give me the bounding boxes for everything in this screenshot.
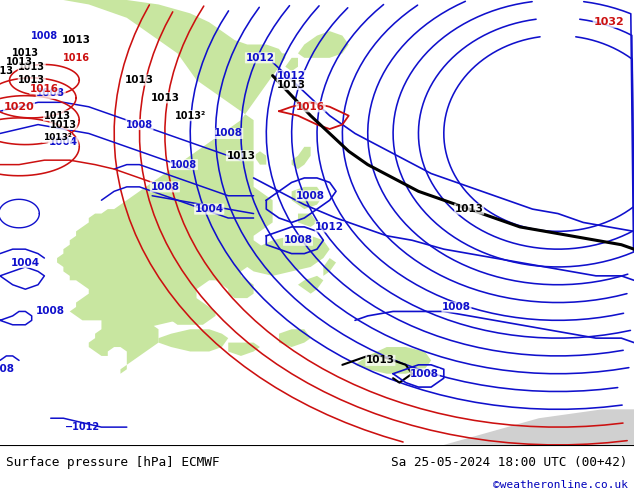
Polygon shape [298, 276, 323, 294]
Text: 1013: 1013 [277, 79, 306, 90]
Text: 1016: 1016 [63, 53, 89, 63]
Text: Sa 25-05-2024 18:00 UTC (00+42): Sa 25-05-2024 18:00 UTC (00+42) [391, 457, 628, 469]
Text: 1012: 1012 [245, 53, 275, 63]
Text: 1013: 1013 [18, 75, 45, 85]
Polygon shape [285, 58, 298, 71]
Text: 1004: 1004 [11, 258, 40, 268]
Text: 1013²: 1013² [42, 133, 72, 143]
Text: 1008: 1008 [442, 302, 471, 312]
Text: 1008: 1008 [150, 182, 179, 192]
Polygon shape [279, 329, 311, 347]
Text: 1008: 1008 [410, 369, 439, 379]
Polygon shape [228, 343, 260, 356]
Text: 1013: 1013 [150, 93, 179, 103]
Text: 1013: 1013 [455, 204, 484, 214]
Text: 1012: 1012 [315, 222, 344, 232]
Text: 1008: 1008 [283, 235, 313, 245]
Text: 1008: 1008 [36, 88, 65, 98]
Text: 1020: 1020 [4, 102, 34, 112]
Polygon shape [254, 151, 266, 165]
Polygon shape [241, 236, 330, 276]
Text: 1013: 1013 [6, 57, 32, 67]
Polygon shape [323, 258, 336, 276]
Text: 1008: 1008 [0, 364, 15, 374]
Text: Surface pressure [hPa] ECMWF: Surface pressure [hPa] ECMWF [6, 457, 220, 469]
Text: ©weatheronline.co.uk: ©weatheronline.co.uk [493, 480, 628, 490]
Polygon shape [292, 187, 323, 209]
Text: 1013: 1013 [125, 75, 154, 85]
Text: 1004: 1004 [195, 204, 224, 214]
Text: 1013²: 1013² [174, 111, 206, 121]
Polygon shape [260, 53, 285, 75]
Text: 1004: 1004 [49, 137, 78, 147]
Text: 1013: 1013 [18, 62, 45, 72]
Polygon shape [108, 289, 197, 329]
Text: 1008: 1008 [126, 120, 153, 129]
Polygon shape [444, 409, 634, 445]
Polygon shape [292, 147, 311, 169]
Polygon shape [355, 347, 431, 374]
Polygon shape [0, 0, 285, 374]
Text: 1013: 1013 [12, 49, 39, 58]
Text: 1032: 1032 [593, 17, 624, 27]
Text: 1016: 1016 [296, 102, 325, 112]
Text: 1013: 1013 [366, 355, 395, 366]
Text: 1008: 1008 [31, 30, 58, 41]
Text: 1012: 1012 [277, 71, 306, 81]
Text: 1008: 1008 [36, 306, 65, 317]
Text: 1016: 1016 [30, 84, 59, 94]
Text: 1008: 1008 [214, 128, 243, 139]
Text: 1008: 1008 [171, 160, 197, 170]
Text: −1012: −1012 [65, 422, 100, 432]
Text: 1013: 1013 [226, 151, 256, 161]
Text: 1013: 1013 [61, 35, 91, 45]
Text: 1013: 1013 [44, 111, 70, 121]
Polygon shape [298, 31, 349, 58]
Polygon shape [298, 214, 317, 227]
Polygon shape [158, 329, 228, 351]
Text: 1008: 1008 [296, 191, 325, 201]
Text: 1013: 1013 [0, 66, 13, 76]
Text: 1013: 1013 [50, 120, 77, 129]
